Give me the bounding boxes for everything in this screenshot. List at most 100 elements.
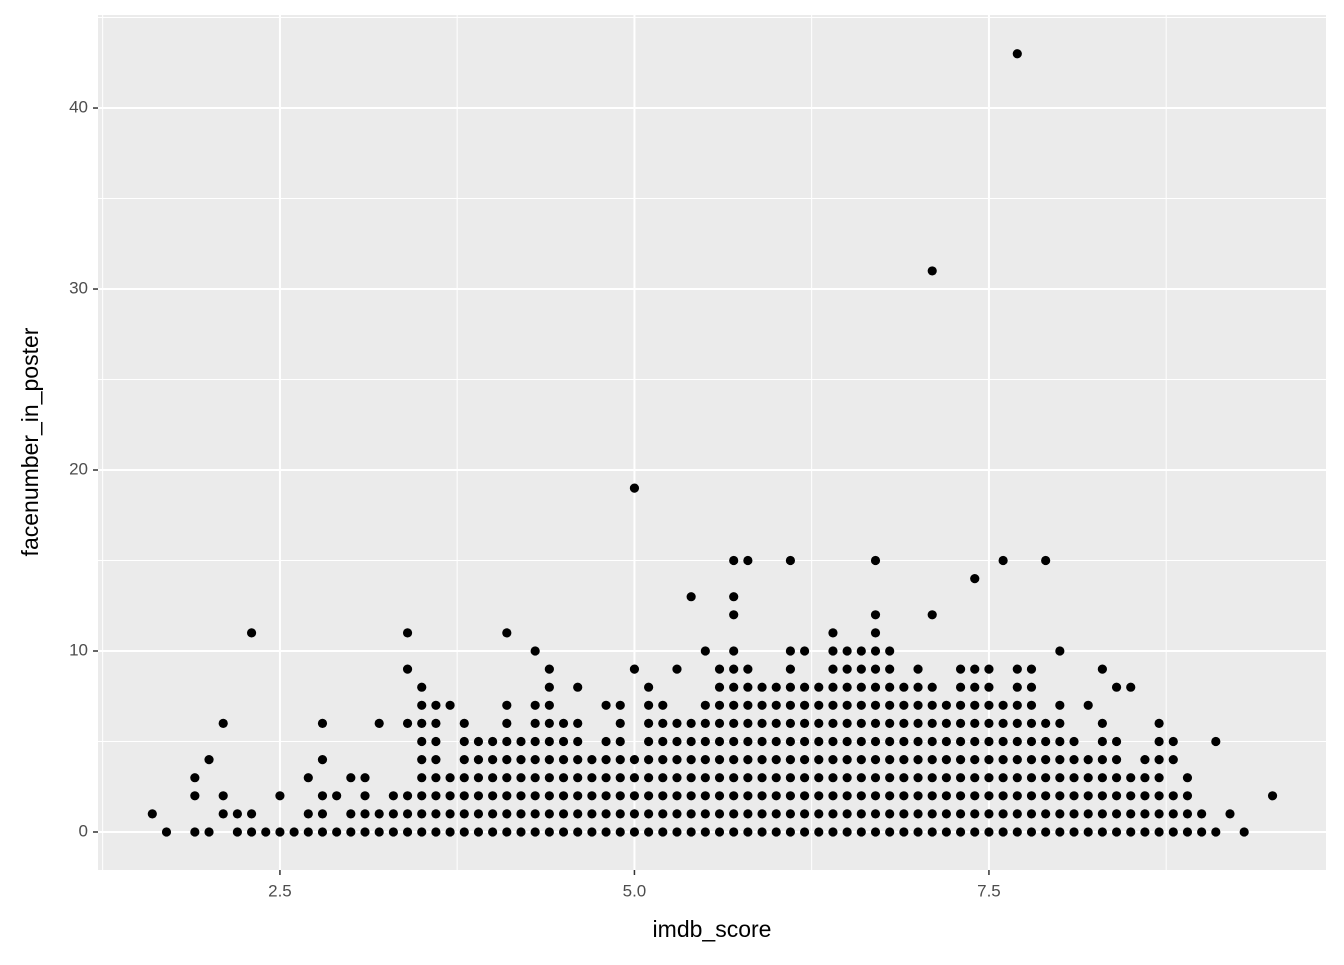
point xyxy=(232,827,242,837)
point xyxy=(573,736,583,747)
point xyxy=(658,827,668,837)
point xyxy=(941,718,951,728)
point xyxy=(885,736,895,747)
point xyxy=(785,754,796,765)
point xyxy=(686,754,696,765)
point xyxy=(856,754,866,765)
point xyxy=(757,700,767,710)
point xyxy=(360,773,370,783)
point xyxy=(828,827,838,837)
point xyxy=(743,791,753,801)
point xyxy=(1012,49,1022,59)
point xyxy=(558,809,569,819)
point xyxy=(799,773,810,783)
point xyxy=(941,809,951,819)
point xyxy=(1140,754,1150,765)
point xyxy=(870,809,881,819)
point xyxy=(530,700,540,710)
point xyxy=(502,791,512,801)
point xyxy=(1126,682,1136,692)
point xyxy=(998,718,1008,728)
point xyxy=(402,628,413,638)
point xyxy=(899,809,909,819)
point xyxy=(743,809,753,819)
point xyxy=(1026,736,1037,747)
point xyxy=(516,791,526,801)
point xyxy=(601,791,611,801)
point xyxy=(998,754,1008,765)
point xyxy=(686,827,696,837)
point xyxy=(672,718,682,728)
point xyxy=(998,827,1008,837)
point xyxy=(984,791,994,801)
point xyxy=(870,700,881,710)
point xyxy=(615,791,625,801)
point xyxy=(629,791,640,801)
points xyxy=(147,49,1278,837)
point xyxy=(615,773,625,783)
point xyxy=(1069,791,1079,801)
point xyxy=(1267,791,1278,801)
point xyxy=(544,664,554,674)
point xyxy=(729,827,739,837)
point xyxy=(955,754,966,765)
point xyxy=(970,718,980,728)
point xyxy=(771,754,781,765)
point xyxy=(530,809,540,819)
point xyxy=(218,809,228,819)
point xyxy=(842,700,852,710)
point xyxy=(417,718,427,728)
point xyxy=(799,682,810,692)
point xyxy=(870,555,881,566)
point xyxy=(714,718,725,728)
point xyxy=(729,791,739,801)
point xyxy=(644,773,654,783)
point xyxy=(1097,736,1107,747)
point xyxy=(459,809,469,819)
point xyxy=(1211,827,1221,837)
point xyxy=(644,700,654,710)
point xyxy=(402,664,413,674)
point xyxy=(417,791,427,801)
point xyxy=(1055,718,1065,728)
point xyxy=(771,736,781,747)
point xyxy=(771,827,781,837)
point xyxy=(502,700,512,710)
point xyxy=(1041,718,1051,728)
point xyxy=(573,773,583,783)
point xyxy=(190,791,200,801)
point xyxy=(729,646,739,656)
point xyxy=(955,718,966,728)
point xyxy=(544,773,554,783)
point xyxy=(558,773,569,783)
point xyxy=(445,700,455,710)
point xyxy=(459,827,469,837)
point xyxy=(700,754,710,765)
point xyxy=(799,736,810,747)
point xyxy=(459,736,469,747)
point xyxy=(1140,809,1150,819)
point xyxy=(1012,791,1022,801)
point xyxy=(913,827,923,837)
point xyxy=(743,827,753,837)
point xyxy=(1097,791,1107,801)
point xyxy=(417,754,427,765)
point xyxy=(502,628,512,638)
point xyxy=(459,754,469,765)
point xyxy=(870,610,881,620)
point xyxy=(714,827,725,837)
point xyxy=(913,754,923,765)
point xyxy=(814,809,824,819)
point xyxy=(870,827,881,837)
point xyxy=(573,809,583,819)
point xyxy=(232,809,242,819)
point xyxy=(530,718,540,728)
point xyxy=(317,809,328,819)
point xyxy=(530,754,540,765)
point xyxy=(686,718,696,728)
point xyxy=(870,736,881,747)
point xyxy=(828,628,838,638)
point xyxy=(1041,773,1051,783)
point xyxy=(927,700,937,710)
point xyxy=(913,718,923,728)
